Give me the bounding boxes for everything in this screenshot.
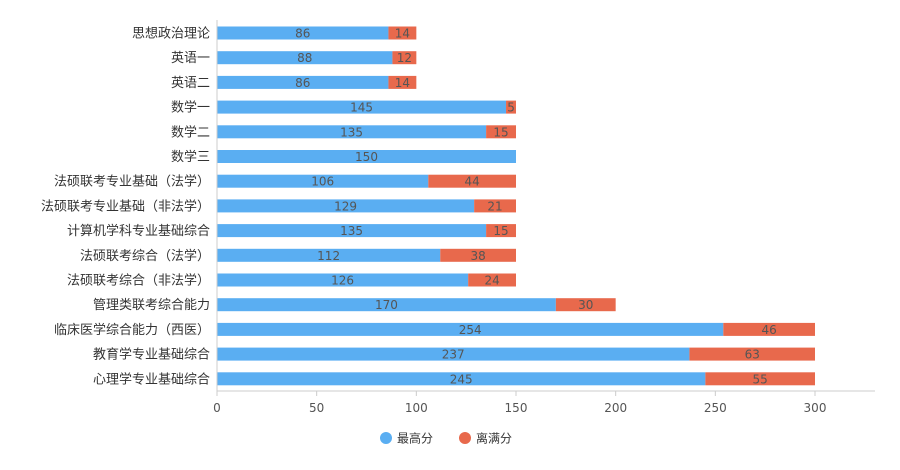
data-label-max-score: 135 bbox=[340, 224, 363, 238]
category-label: 法硕联考专业基础（法学） bbox=[54, 174, 210, 190]
data-label-max-score: 254 bbox=[459, 323, 482, 337]
data-label-to-full-score: 46 bbox=[762, 323, 777, 337]
bar-max-score bbox=[217, 224, 487, 238]
bar-max-score bbox=[217, 174, 429, 188]
x-tick-label: 100 bbox=[405, 401, 428, 415]
bar-to-full-score bbox=[486, 224, 516, 238]
legend-marker[interactable] bbox=[380, 432, 392, 444]
bar-max-score bbox=[217, 347, 690, 361]
bar-max-score bbox=[217, 372, 706, 386]
data-label-to-full-score: 21 bbox=[487, 199, 502, 213]
x-tick-label: 300 bbox=[804, 401, 827, 415]
legend-label[interactable]: 离满分 bbox=[476, 431, 512, 446]
x-tick-label: 0 bbox=[213, 401, 221, 415]
bar-max-score bbox=[217, 75, 389, 89]
data-label-to-full-score: 38 bbox=[470, 249, 485, 263]
legend-label[interactable]: 最高分 bbox=[397, 431, 433, 446]
x-tick-label: 200 bbox=[604, 401, 627, 415]
category-label: 教育学专业基础综合 bbox=[93, 347, 210, 363]
bar-to-full-score bbox=[428, 174, 516, 188]
bar-max-score bbox=[217, 51, 393, 65]
category-label: 数学三 bbox=[171, 149, 210, 165]
x-tick-label: 250 bbox=[704, 401, 727, 415]
data-label-max-score: 112 bbox=[317, 249, 340, 263]
category-label: 数学二 bbox=[171, 124, 210, 140]
data-label-max-score: 150 bbox=[355, 150, 378, 164]
bar-max-score bbox=[217, 273, 469, 287]
data-label-max-score: 129 bbox=[334, 199, 357, 213]
bar-to-full-score bbox=[468, 273, 516, 287]
category-label: 法硕联考综合（法学） bbox=[80, 248, 210, 264]
data-label-to-full-score: 15 bbox=[493, 224, 508, 238]
bar-max-score bbox=[217, 298, 556, 312]
bar-to-full-score bbox=[555, 298, 616, 312]
data-label-to-full-score: 12 bbox=[397, 51, 412, 65]
data-label-max-score: 86 bbox=[295, 27, 310, 41]
category-label: 管理类联考综合能力 bbox=[93, 298, 210, 313]
data-label-to-full-score: 15 bbox=[493, 125, 508, 139]
x-tick-label: 150 bbox=[505, 401, 528, 415]
category-label: 英语二 bbox=[171, 76, 210, 91]
bar-to-full-score bbox=[392, 51, 417, 65]
data-label-max-score: 106 bbox=[311, 175, 334, 189]
bar-max-score bbox=[217, 26, 389, 40]
bar-max-score bbox=[217, 125, 487, 139]
bar-max-score bbox=[217, 150, 516, 163]
category-label: 心理学专业基础综合 bbox=[93, 371, 210, 387]
bar-to-full-score bbox=[705, 372, 815, 386]
data-label-to-full-score: 55 bbox=[753, 372, 768, 386]
bar-to-full-score bbox=[388, 75, 417, 89]
bars-group: 86 14 88 12 86 14 145 5 135 15 150 106 44 129 21 135 15 1… bbox=[217, 26, 815, 386]
data-label-max-score: 88 bbox=[297, 51, 312, 65]
bar-to-full-score bbox=[388, 26, 417, 40]
data-label-max-score: 245 bbox=[450, 372, 473, 386]
data-label-to-full-score: 44 bbox=[465, 175, 480, 189]
category-label: 思想政治理论 bbox=[132, 26, 210, 42]
bar-to-full-score bbox=[474, 199, 516, 213]
bar-max-score bbox=[217, 199, 475, 213]
category-label: 法硕联考综合（非法学） bbox=[67, 273, 210, 289]
category-label: 临床医学综合能力（西医） bbox=[54, 322, 210, 338]
bar-to-full-score bbox=[689, 347, 815, 361]
data-label-to-full-score: 24 bbox=[484, 274, 499, 288]
data-label-max-score: 135 bbox=[340, 125, 363, 139]
bar-to-full-score bbox=[506, 100, 516, 114]
category-label: 英语一 bbox=[171, 51, 210, 66]
category-label: 法硕联考专业基础（非法学） bbox=[41, 198, 210, 214]
data-label-max-score: 126 bbox=[331, 274, 354, 288]
data-label-to-full-score: 14 bbox=[395, 76, 410, 90]
category-label: 数学一 bbox=[171, 100, 210, 116]
data-label-to-full-score: 14 bbox=[395, 27, 410, 41]
bar-max-score bbox=[217, 322, 724, 336]
data-label-to-full-score: 30 bbox=[578, 298, 593, 312]
data-label-max-score: 170 bbox=[375, 298, 398, 312]
bar-to-full-score bbox=[486, 125, 516, 139]
data-label-max-score: 145 bbox=[350, 101, 373, 115]
legend: 最高分 离满分 bbox=[380, 431, 512, 446]
x-axis: 0 50 100 150 200 250 300 bbox=[213, 20, 875, 415]
data-label-max-score: 86 bbox=[295, 76, 310, 90]
data-label-max-score: 237 bbox=[442, 348, 465, 362]
legend-marker[interactable] bbox=[459, 432, 471, 444]
category-label: 计算机学科专业基础综合 bbox=[67, 223, 210, 239]
bar-max-score bbox=[217, 248, 441, 262]
data-label-to-full-score: 63 bbox=[745, 348, 760, 362]
data-label-to-full-score: 5 bbox=[507, 101, 515, 115]
bar-to-full-score bbox=[440, 248, 516, 262]
bar-to-full-score bbox=[723, 322, 815, 336]
x-tick-label: 50 bbox=[309, 401, 324, 415]
bar-max-score bbox=[217, 100, 507, 114]
